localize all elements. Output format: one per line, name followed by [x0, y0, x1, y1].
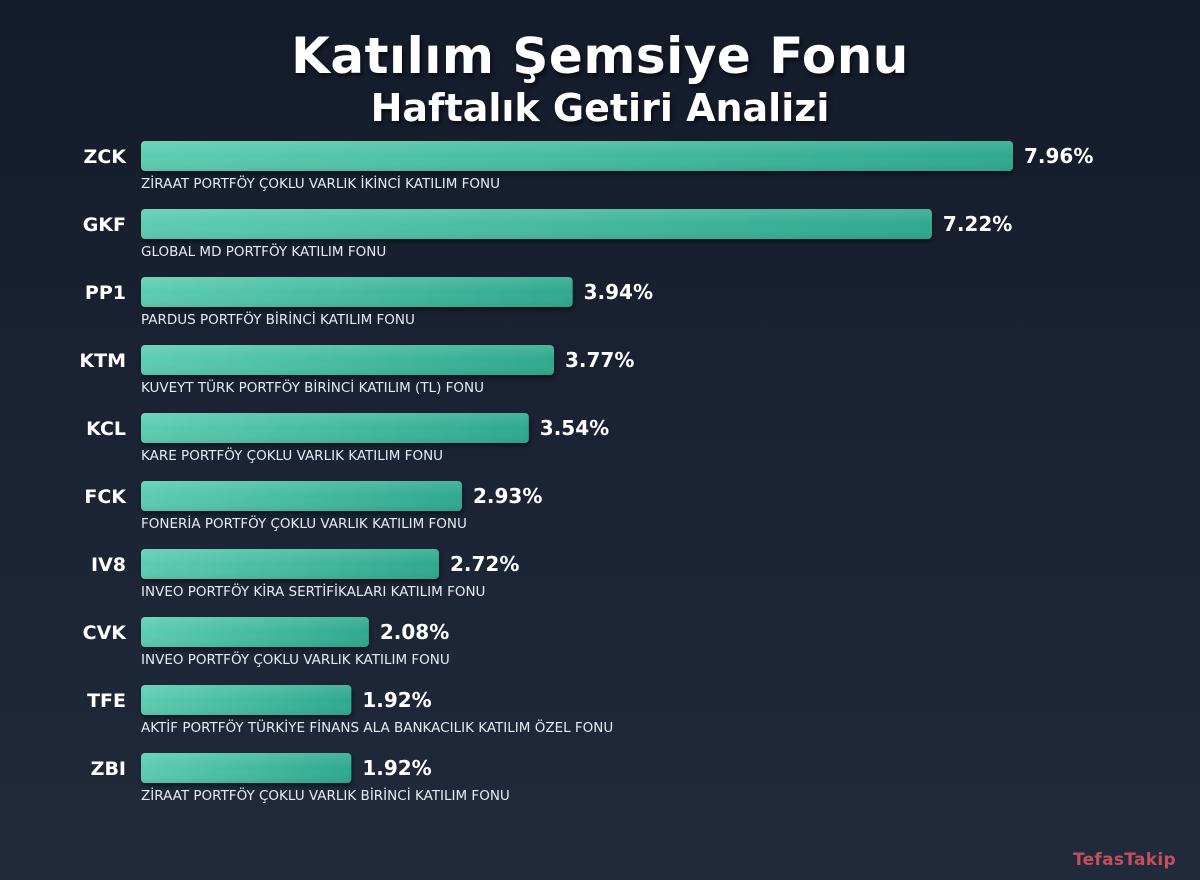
bar-highlight	[141, 277, 573, 307]
bar-highlight	[141, 549, 439, 579]
category-label: FCK	[84, 486, 127, 508]
value-label: 3.94%	[584, 280, 653, 304]
fund-name-label: GLOBAL MD PORTFÖY KATILIM FONU	[141, 242, 386, 260]
bar-row: GKF 7.22% GLOBAL MD PORTFÖY KATILIM FONU	[83, 209, 1012, 260]
fund-name-label: PARDUS PORTFÖY BİRİNCİ KATILIM FONU	[141, 310, 415, 328]
value-label: 1.92%	[362, 688, 431, 712]
category-label: IV8	[91, 554, 126, 576]
category-label: CVK	[83, 622, 128, 644]
fund-name-label: AKTİF PORTFÖY TÜRKİYE FİNANS ALA BANKACI…	[141, 718, 613, 736]
value-label: 2.08%	[380, 620, 449, 644]
bar-row: KTM 3.77% KUVEYT TÜRK PORTFÖY BİRİNCİ KATI…	[79, 345, 634, 396]
value-label: 2.72%	[450, 552, 519, 576]
bar-highlight	[141, 413, 529, 443]
bar-row: ZCK 7.96% ZİRAAT PORTFÖY ÇOKLU VARLIK İKİN…	[84, 141, 1093, 192]
bar-highlight	[141, 753, 352, 783]
category-label: GKF	[83, 214, 126, 236]
fund-name-label: KUVEYT TÜRK PORTFÖY BİRİNCİ KATILIM (TL)…	[141, 378, 484, 396]
bar-highlight	[141, 481, 462, 511]
value-label: 7.22%	[943, 212, 1012, 236]
value-label: 7.96%	[1024, 144, 1093, 168]
bar-highlight	[141, 345, 554, 375]
value-label: 3.54%	[540, 416, 609, 440]
value-label: 3.77%	[565, 348, 634, 372]
bar-row: IV8 2.72% INVEO PORTFÖY KİRA SERTİFİKALARI…	[91, 549, 519, 600]
category-label: ZCK	[84, 146, 128, 168]
bar-highlight	[141, 617, 369, 647]
fund-name-label: FONERİA PORTFÖY ÇOKLU VARLIK KATILIM FON…	[141, 514, 467, 532]
fund-name-label: INVEO PORTFÖY ÇOKLU VARLIK KATILIM FONU	[141, 650, 450, 668]
chart-subtitle: Haftalık Getiri Analizi	[370, 86, 830, 130]
fund-name-label: ZİRAAT PORTFÖY ÇOKLU VARLIK İKİNCİ KATIL…	[141, 174, 500, 192]
value-label: 2.93%	[473, 484, 542, 508]
bar-highlight	[141, 209, 932, 239]
fund-name-label: KARE PORTFÖY ÇOKLU VARLIK KATILIM FONU	[141, 446, 443, 464]
category-label: PP1	[85, 282, 126, 304]
bar-row: TFE 1.92% AKTİF PORTFÖY TÜRKİYE FİNANS ALA…	[87, 685, 613, 736]
category-label: TFE	[87, 690, 126, 712]
bar-row: FCK 2.93% FONERİA PORTFÖY ÇOKLU VARLIK KAT…	[84, 481, 542, 532]
watermark-brand: TefasTakip	[1072, 850, 1176, 870]
bar-row: ZBI 1.92% ZİRAAT PORTFÖY ÇOKLU VARLIK BİRİ…	[91, 753, 510, 804]
chart-title: Katılım Şemsiye Fonu	[291, 27, 909, 85]
category-label: KCL	[86, 418, 126, 440]
bar-highlight	[141, 141, 1013, 171]
bar-row: PP1 3.94% PARDUS PORTFÖY BİRİNCİ KATILIM F…	[85, 277, 653, 328]
fund-name-label: ZİRAAT PORTFÖY ÇOKLU VARLIK BİRİNCİ KATI…	[141, 786, 510, 804]
bar-row: CVK 2.08% INVEO PORTFÖY ÇOKLU VARLIK KATIL…	[83, 617, 450, 668]
value-label: 1.92%	[362, 756, 431, 780]
category-label: ZBI	[91, 758, 126, 780]
bar-highlight	[141, 685, 352, 715]
title-block: Katılım Şemsiye Fonu Haftalık Getiri Ana…	[0, 26, 1200, 130]
category-label: KTM	[79, 350, 126, 372]
bar-row: KCL 3.54% KARE PORTFÖY ÇOKLU VARLIK KATILI…	[86, 413, 609, 464]
fund-name-label: INVEO PORTFÖY KİRA SERTİFİKALARI KATILIM…	[141, 582, 485, 600]
